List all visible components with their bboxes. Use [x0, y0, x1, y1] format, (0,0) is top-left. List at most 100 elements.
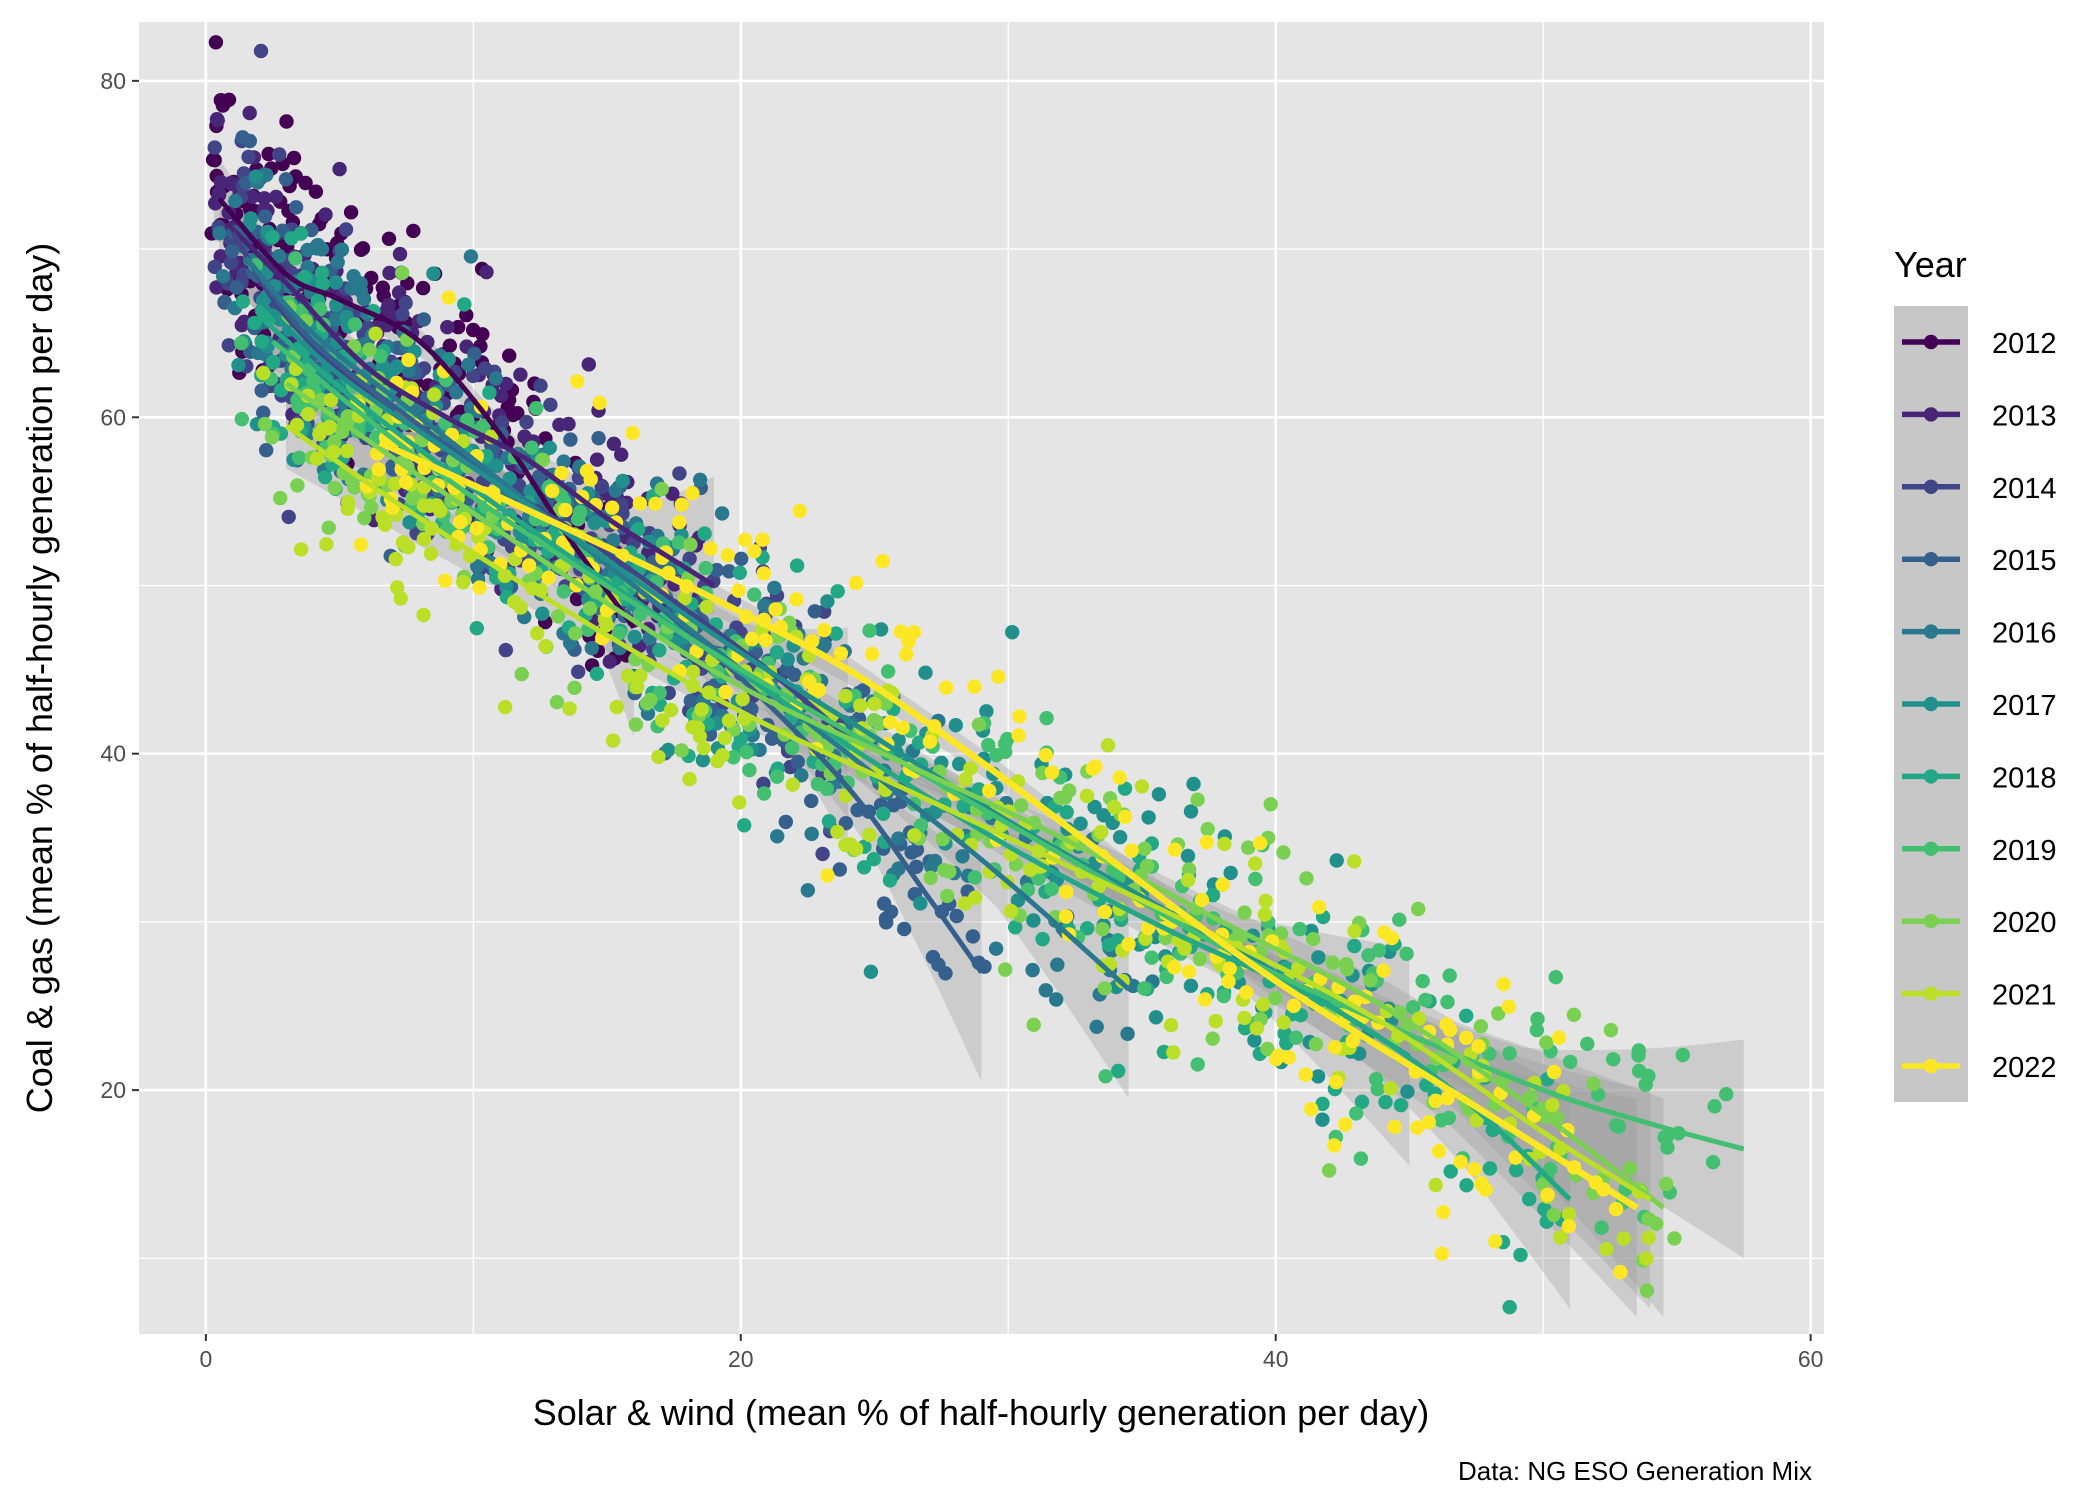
point-2013	[589, 452, 605, 467]
point-2019	[1292, 921, 1307, 937]
point-2012	[353, 242, 369, 257]
point-2016	[310, 237, 326, 253]
point-2022	[1439, 1017, 1454, 1032]
point-2015	[591, 431, 606, 446]
point-2017	[243, 211, 258, 226]
point-2019	[981, 737, 996, 753]
point-2018	[732, 565, 747, 580]
point-2018	[1502, 1300, 1517, 1315]
point-2020	[347, 480, 362, 495]
point-2013	[391, 285, 407, 300]
legend-item-2017: 2017	[1902, 690, 2057, 722]
legend-dot-2014	[1923, 479, 1939, 494]
point-2012	[261, 146, 276, 162]
point-2013	[244, 189, 259, 204]
point-2021	[423, 546, 439, 561]
point-2021	[963, 761, 978, 776]
point-2022	[1268, 1052, 1284, 1067]
point-2022	[1613, 1264, 1628, 1280]
point-2020	[1308, 1037, 1324, 1052]
point-2021	[1094, 824, 1109, 840]
point-2021	[1180, 873, 1196, 888]
point-2017	[587, 515, 602, 531]
caption: Data: NG ESO Generation Mix	[1458, 1456, 1812, 1486]
point-2019	[1216, 988, 1232, 1004]
point-2016	[463, 249, 479, 264]
point-2015	[734, 551, 749, 566]
point-2022	[1181, 964, 1197, 979]
point-2022	[1117, 809, 1133, 825]
point-2017	[1310, 1069, 1326, 1084]
point-2019	[1611, 1119, 1627, 1134]
point-2022	[899, 647, 914, 662]
trend-line-2016	[244, 255, 1131, 992]
point-2019	[1502, 1046, 1517, 1061]
point-2022	[1312, 899, 1327, 915]
point-2021	[388, 551, 403, 567]
point-2021	[429, 498, 445, 513]
point-2022	[817, 622, 832, 638]
point-2020	[1566, 1007, 1582, 1022]
point-2020	[628, 717, 644, 732]
point-2015	[909, 842, 925, 857]
point-2022	[1199, 835, 1215, 850]
point-2022	[1221, 974, 1236, 989]
point-2020	[568, 626, 583, 641]
point-2017	[1311, 950, 1326, 965]
point-2016	[924, 859, 939, 874]
y-axis-ticks: 20 40 60 80	[100, 68, 139, 1103]
point-2020	[1363, 973, 1378, 988]
point-2018	[1101, 937, 1117, 952]
point-2019	[819, 781, 835, 797]
point-2019	[612, 626, 627, 641]
point-2019	[1361, 948, 1376, 963]
point-2018	[697, 526, 712, 541]
point-2019	[1405, 1000, 1421, 1015]
point-2013	[380, 302, 395, 317]
point-2018	[737, 818, 752, 833]
point-2018	[315, 276, 330, 292]
point-2020	[1325, 955, 1340, 970]
point-2014	[571, 664, 586, 679]
legend-item-2022: 2022	[1902, 1052, 2057, 1084]
point-2019	[1563, 1054, 1578, 1070]
point-2016	[692, 472, 708, 487]
point-2016	[556, 454, 571, 469]
point-2021	[387, 476, 402, 492]
legend-dot-2017	[1923, 696, 1939, 712]
point-2019	[1705, 1155, 1721, 1170]
point-2014	[253, 43, 269, 59]
point-2020	[935, 831, 950, 847]
point-2022	[1471, 1039, 1486, 1054]
point-2022	[747, 544, 762, 559]
legend-label-2016: 2016	[1992, 618, 2057, 650]
point-2014	[543, 397, 558, 412]
point-2022	[737, 532, 753, 547]
point-2022	[1561, 1219, 1577, 1234]
legend-item-2013: 2013	[1902, 400, 2057, 432]
point-2015	[938, 966, 953, 981]
point-2021	[735, 691, 750, 707]
point-2015	[721, 564, 737, 579]
point-2021	[630, 679, 645, 695]
point-2021	[1553, 1230, 1568, 1245]
point-2012	[308, 184, 324, 199]
point-2014	[519, 414, 534, 430]
point-2016	[757, 598, 772, 613]
point-2020	[1137, 841, 1152, 856]
point-2022	[1197, 992, 1213, 1007]
point-2019	[1349, 1106, 1364, 1121]
point-2022	[544, 483, 560, 499]
point-2017	[231, 357, 246, 373]
point-2016	[584, 641, 599, 656]
point-2014	[533, 378, 548, 393]
point-2019	[1044, 881, 1059, 897]
point-2020	[514, 667, 529, 682]
point-2021	[1208, 1013, 1224, 1029]
point-2019	[1248, 871, 1263, 887]
point-2022	[938, 680, 954, 695]
point-2021	[838, 688, 853, 704]
point-2017	[1186, 776, 1201, 792]
trend-line-2013	[225, 222, 716, 588]
point-2019	[784, 740, 800, 756]
